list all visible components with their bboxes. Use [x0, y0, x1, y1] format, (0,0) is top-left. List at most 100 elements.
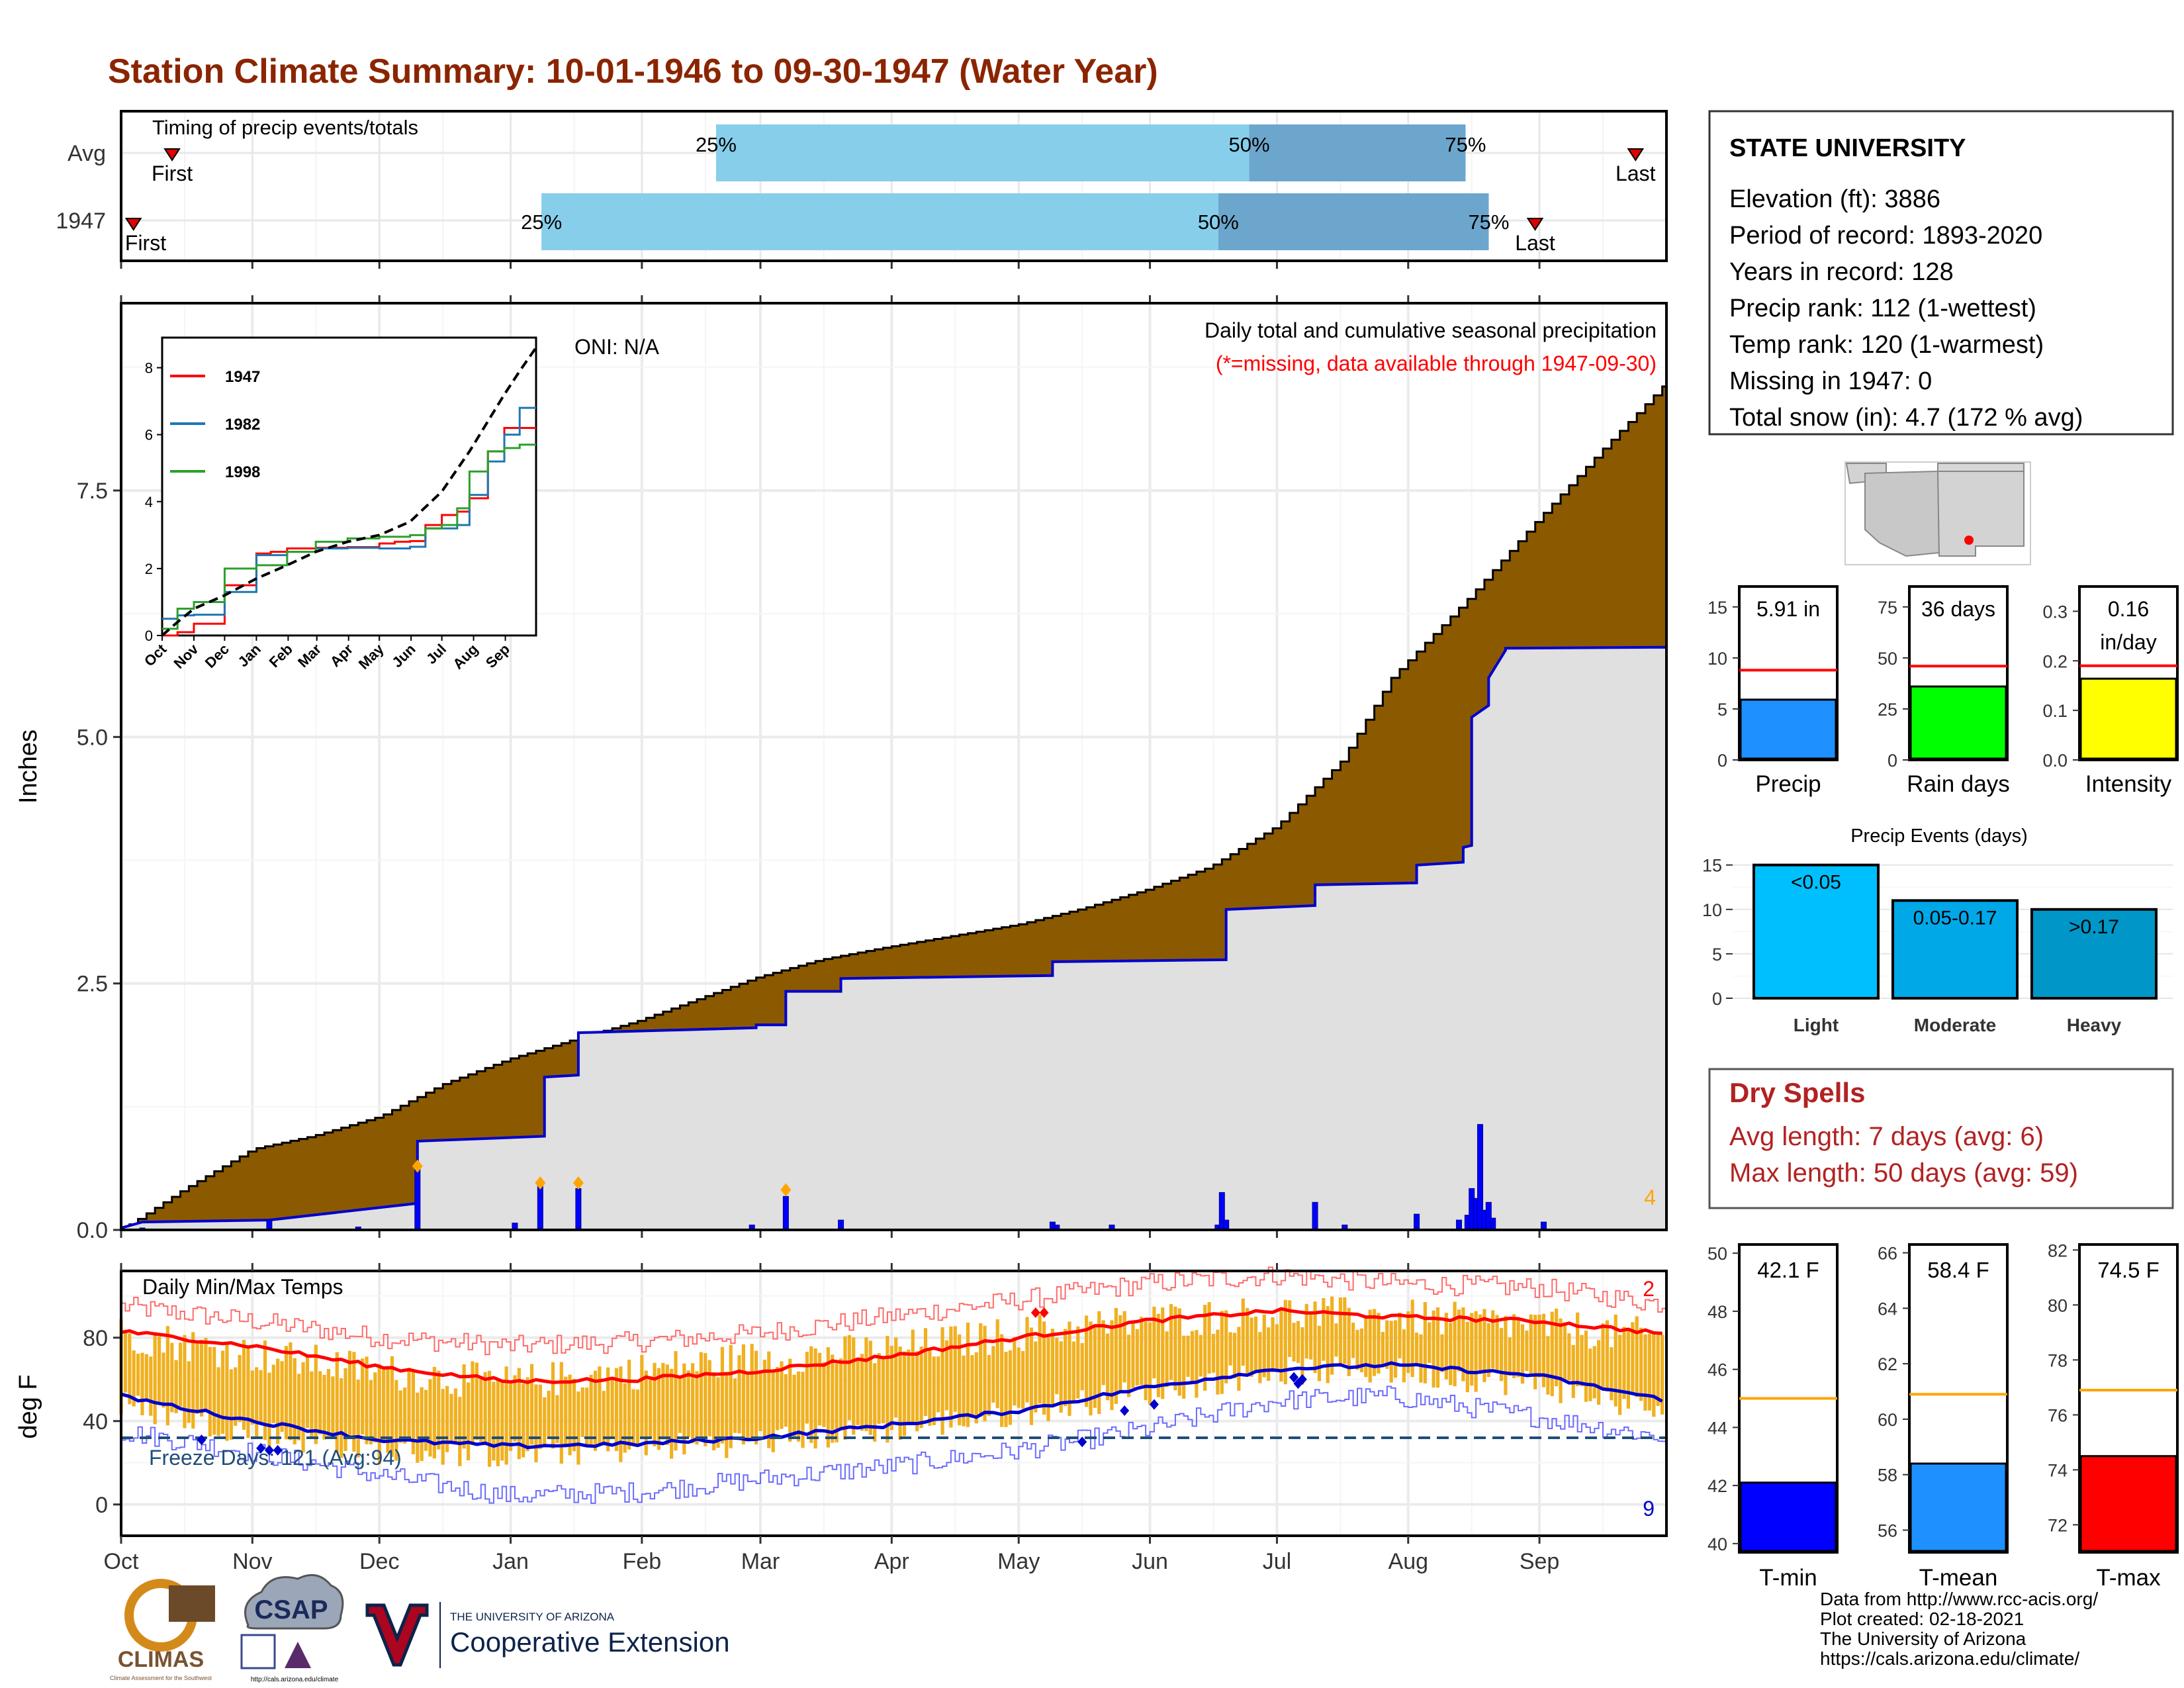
daily-temp-bar: [809, 1346, 813, 1443]
precip-event-category-label: Heavy: [2067, 1015, 2122, 1035]
daily-temp-bar: [195, 1342, 199, 1414]
daily-temp-bar: [813, 1348, 817, 1449]
daily-temp-bar: [1414, 1333, 1419, 1364]
daily-temp-bar: [437, 1370, 441, 1450]
daily-temp-bar: [314, 1344, 318, 1444]
daily-temp-bar: [343, 1368, 347, 1451]
daily-temp-bar: [335, 1352, 339, 1453]
daily-temp-bar: [958, 1334, 962, 1426]
record-max-line: [121, 1266, 1667, 1356]
timing-label: Timing of precip events/totals: [152, 116, 418, 139]
temp-bar-label: T-min: [1759, 1565, 1817, 1591]
temp-bar-value: [1739, 1481, 1837, 1552]
daily-temp-bar: [606, 1367, 610, 1452]
daily-temp-bar: [1004, 1352, 1008, 1427]
inset-y-tick-label: 4: [145, 494, 153, 510]
daily-temp-bar: [301, 1362, 305, 1452]
timing-bar-q50-q75: [1249, 124, 1466, 181]
precip-y-tick-label: 7.5: [77, 479, 108, 504]
daily-temp-bar: [1017, 1347, 1021, 1408]
temp-bar-value-text: 74.5 F: [2097, 1258, 2160, 1282]
daily-temp-bar: [128, 1333, 132, 1405]
inset-legend-label: 1998: [225, 463, 260, 481]
daily-temp-bar: [1300, 1327, 1304, 1385]
precip-y-tick-label: 2.5: [77, 972, 108, 997]
precip-event-category-label: Moderate: [1914, 1015, 1996, 1035]
precip-event-bar: [1891, 899, 2019, 1000]
daily-temp-bar: [1559, 1318, 1563, 1403]
daily-temp-bar: [661, 1362, 665, 1440]
daily-temp-bar: [161, 1352, 165, 1408]
daily-temp-bar: [1190, 1331, 1195, 1383]
last-event-label: Last: [1615, 162, 1656, 185]
tmax-normal-line: [120, 1307, 1662, 1384]
daily-temp-bar: [1292, 1323, 1296, 1362]
daily-temp-bar: [741, 1344, 745, 1445]
daily-precip-bar: [782, 1196, 789, 1231]
daily-temp-bar: [310, 1371, 314, 1439]
daily-temp-bar: [576, 1391, 580, 1465]
daily-temp-bar: [305, 1355, 310, 1429]
daily-temp-bar: [1144, 1321, 1148, 1401]
daily-precip-bar: [414, 1168, 421, 1231]
daily-temp-bar: [695, 1371, 699, 1445]
daily-temp-bar: [149, 1356, 153, 1416]
daily-temp-bar: [1368, 1309, 1372, 1383]
mini-bar-tick-label: 25: [1878, 700, 1897, 720]
inset-legend-label: 1947: [225, 368, 260, 386]
daily-temp-bar: [280, 1361, 284, 1432]
temp-bar-tick-label: 76: [2048, 1405, 2068, 1425]
daily-temp-bar: [547, 1390, 551, 1439]
daily-temp-bar: [831, 1354, 835, 1443]
daily-temp-bar: [525, 1377, 529, 1452]
daily-temp-bar: [1080, 1342, 1084, 1391]
daily-temp-bar: [839, 1358, 843, 1430]
daily-temp-bar: [712, 1372, 716, 1450]
daily-temp-bar: [1173, 1306, 1177, 1391]
record-high-marker-icon: [1030, 1307, 1040, 1318]
month-label: Dec: [359, 1549, 399, 1574]
timing-q25-label: 25%: [521, 211, 562, 234]
daily-temp-bar: [551, 1362, 555, 1449]
temp-bar-value: [1909, 1462, 2007, 1552]
daily-temp-bar: [716, 1377, 720, 1448]
daily-temp-bar: [864, 1337, 868, 1431]
daily-temp-bar: [1601, 1323, 1605, 1389]
daily-temp-bar: [1076, 1326, 1080, 1399]
daily-temp-bar: [132, 1350, 136, 1407]
precip-event-bar-label: <0.05: [1791, 872, 1841, 894]
events-y-tick-label: 15: [1702, 856, 1722, 876]
daily-temp-bar: [995, 1319, 999, 1409]
daily-temp-bar: [356, 1380, 360, 1458]
daily-temp-bar: [1241, 1298, 1245, 1366]
daily-temp-bar: [1465, 1321, 1469, 1393]
daily-temp-bar: [1253, 1316, 1258, 1373]
daily-precip-bar: [1223, 1219, 1230, 1231]
daily-temp-bar: [1220, 1311, 1224, 1394]
daily-temp-bar: [170, 1342, 174, 1413]
daily-temp-bar: [377, 1364, 381, 1465]
timing-bar-q50-q75: [1218, 193, 1489, 250]
csap-logo-text: CSAP: [254, 1595, 328, 1624]
daily-temp-bar: [271, 1364, 275, 1423]
daily-temp-bar: [517, 1368, 521, 1460]
daily-temp-bar: [1529, 1314, 1533, 1376]
daily-temp-bar: [543, 1397, 547, 1446]
daily-temp-bar: [644, 1370, 648, 1456]
dry-spells-frame: [1708, 1068, 2174, 1209]
daily-temp-bar: [1258, 1332, 1262, 1383]
temp-bar-value-text: 42.1 F: [1757, 1258, 1819, 1282]
daily-temp-bar: [1126, 1335, 1131, 1397]
inset-y-tick-label: 8: [145, 360, 153, 377]
daily-precip-bar: [575, 1188, 582, 1231]
temp-bar-label: T-mean: [1919, 1565, 1998, 1591]
daily-temp-bar: [635, 1389, 640, 1447]
daily-temp-bar: [322, 1374, 326, 1440]
daily-temp-bar: [255, 1367, 259, 1438]
daily-temp-bar: [1084, 1315, 1089, 1407]
daily-temp-bar: [1635, 1316, 1639, 1397]
daily-temp-bar: [1038, 1315, 1042, 1404]
first-event-marker-icon: [163, 148, 181, 162]
daily-temp-bar: [1393, 1320, 1398, 1378]
dry-spells-max: Max length: 50 days (avg: 59): [1729, 1158, 2078, 1188]
